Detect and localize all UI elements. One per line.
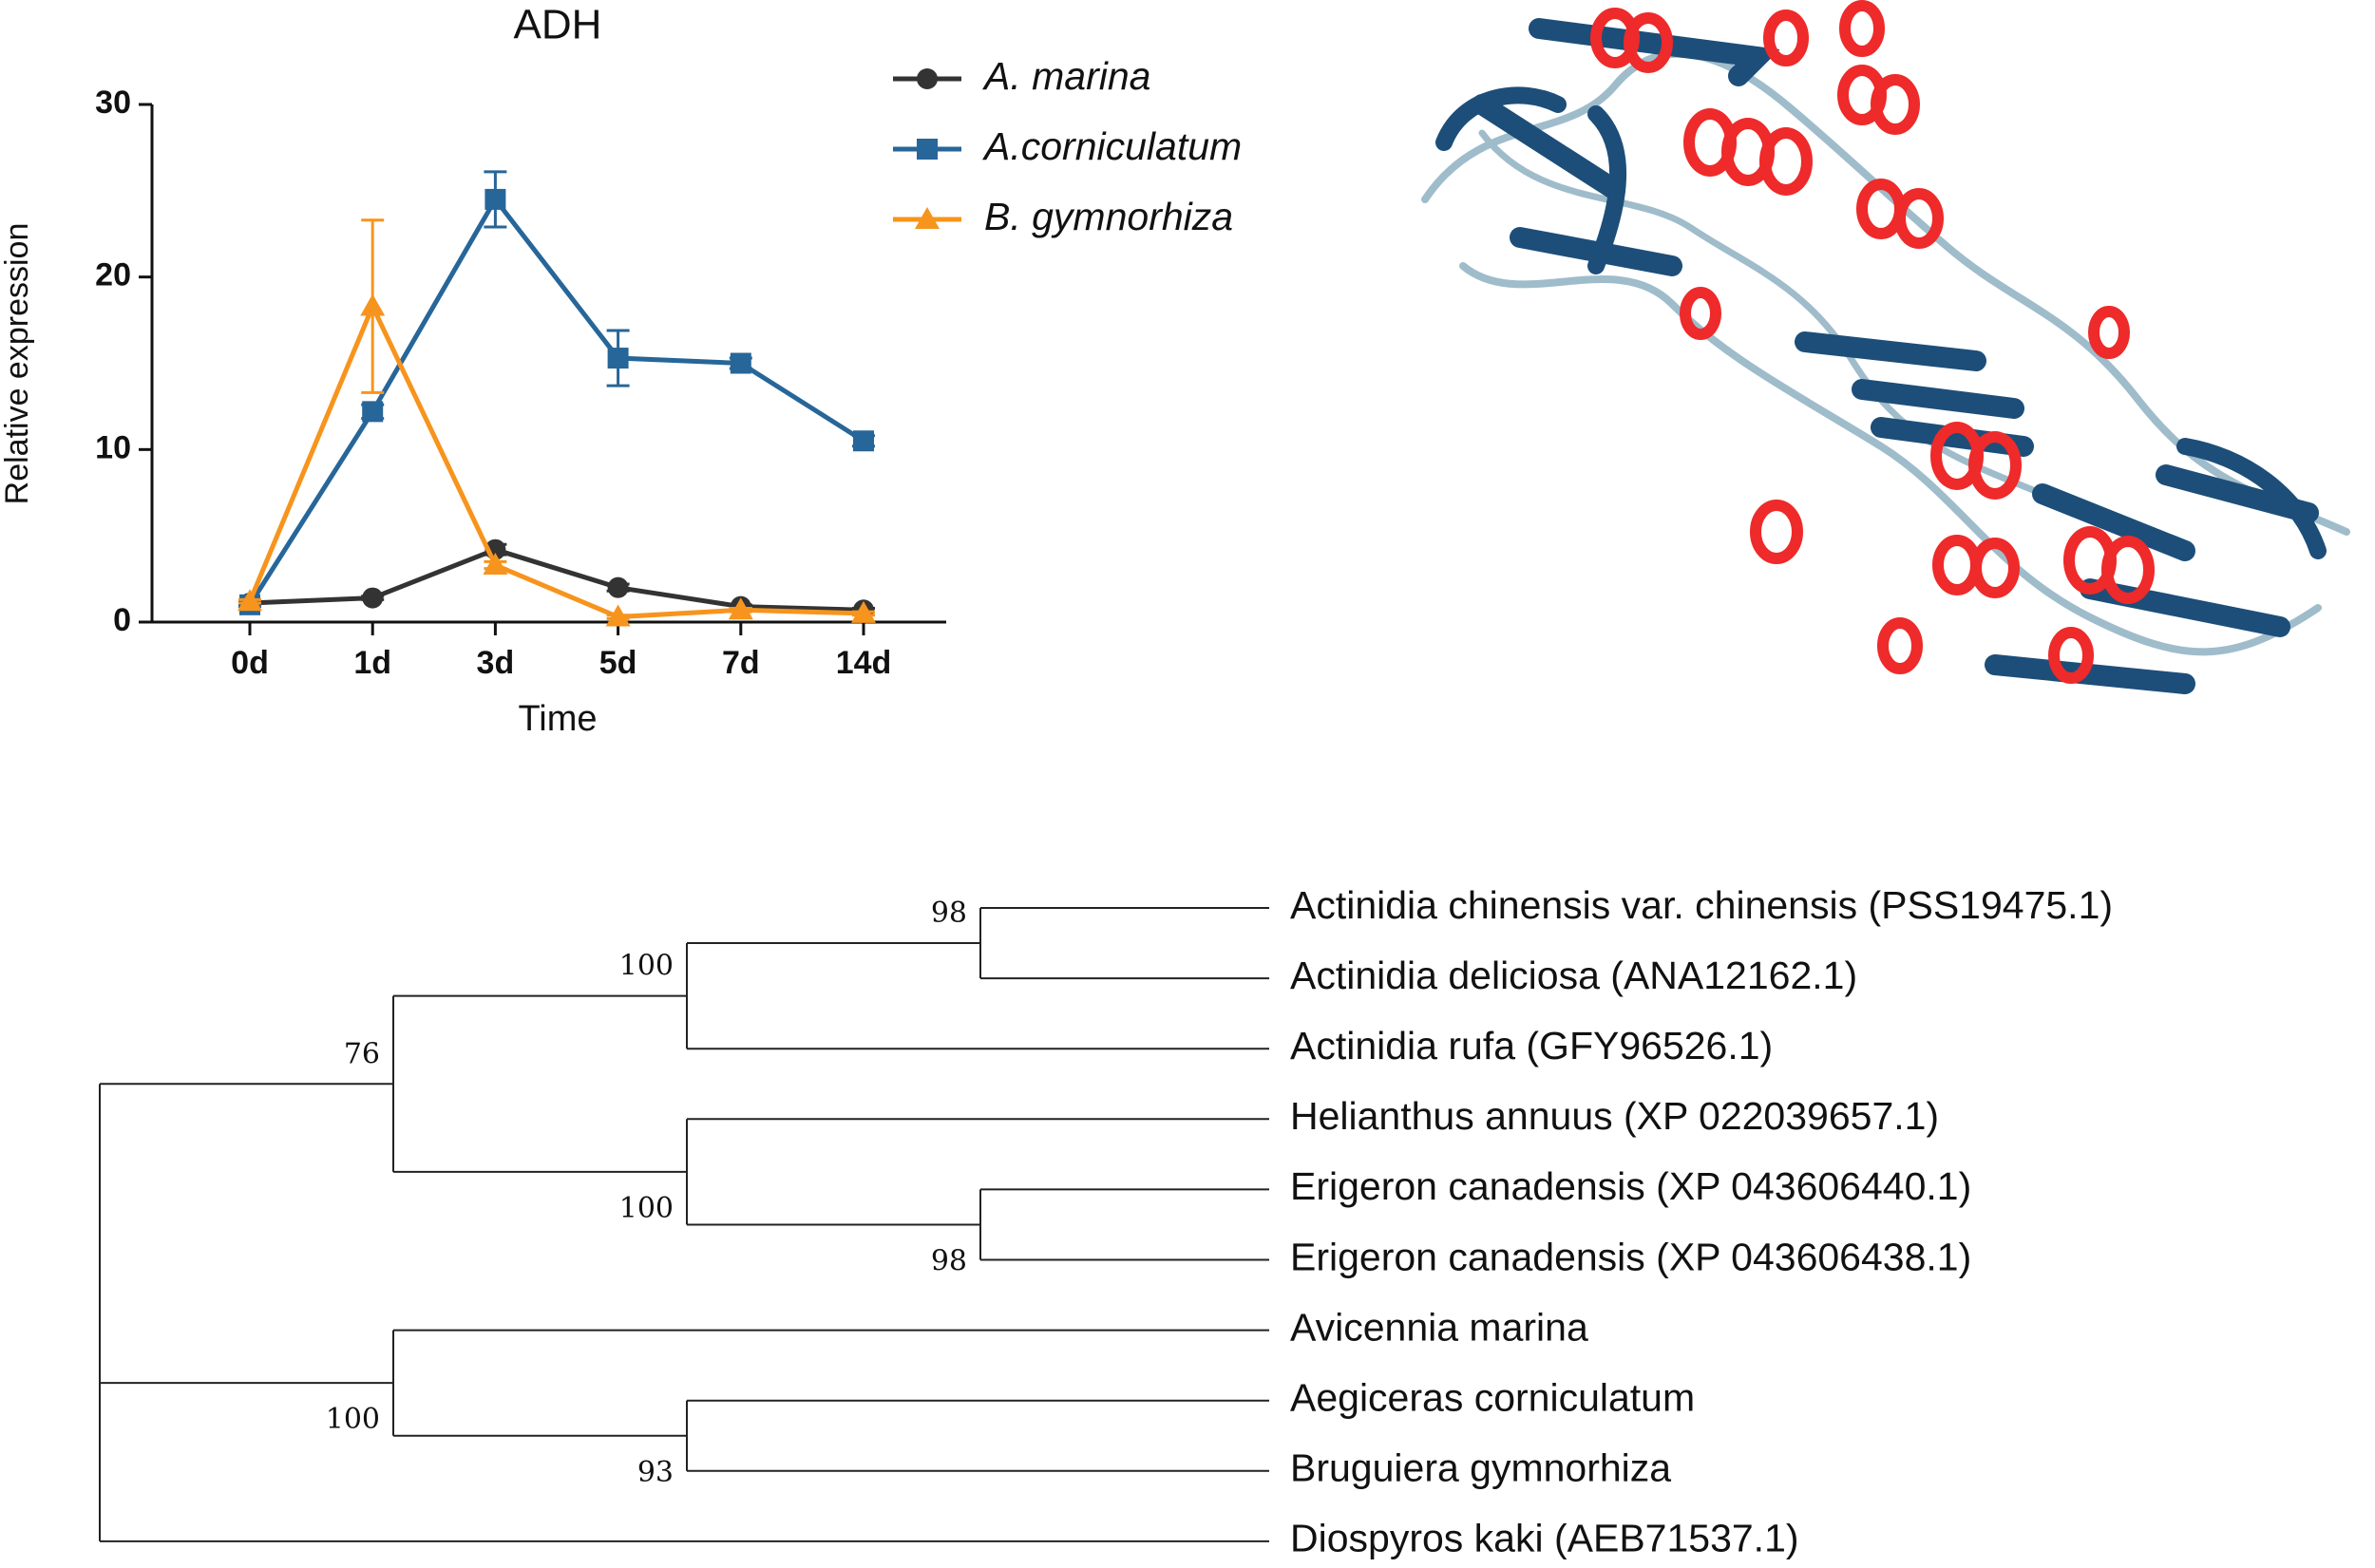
data-point — [851, 600, 876, 623]
bootstrap-label: 98 — [931, 897, 967, 930]
legend-marker — [917, 139, 938, 160]
bootstrap-label: 100 — [619, 1192, 674, 1225]
data-point — [238, 589, 262, 612]
data-point — [730, 352, 751, 374]
data-point — [607, 576, 629, 598]
data-point — [853, 430, 874, 452]
legend-marker — [917, 68, 938, 89]
bootstrap-label: 98 — [931, 1244, 967, 1277]
bootstrap-label: 93 — [637, 1456, 674, 1489]
legend-label: A.corniculatum — [981, 124, 1242, 168]
data-point — [362, 401, 384, 423]
y-tick-label: 0 — [113, 602, 131, 638]
protein-structure — [1421, 0, 2350, 694]
x-tick-label: 14d — [836, 645, 892, 681]
series-line — [247, 195, 865, 607]
legend-label: A. marina — [981, 54, 1150, 98]
leaf-label: Erigeron canadensis (XP 043606438.1) — [1290, 1235, 1971, 1278]
y-tick-label: 20 — [95, 257, 131, 293]
data-point — [483, 553, 508, 576]
data-point — [607, 348, 629, 369]
series-line — [247, 300, 864, 620]
leaf-label: Avicennia marina — [1290, 1305, 1588, 1349]
x-tick-label: 3d — [477, 645, 515, 681]
leaf-label: Erigeron canadensis (XP 043606440.1) — [1290, 1164, 1971, 1208]
x-tick-label: 5d — [599, 645, 637, 681]
legend-label: B. gymnorhiza — [984, 195, 1233, 238]
y-tick-label: 30 — [95, 85, 131, 121]
legend-marker — [915, 207, 940, 229]
leaf-label: Actinidia chinensis var. chinensis (PSS1… — [1290, 883, 2113, 927]
data-point — [362, 587, 384, 609]
data-point — [728, 597, 753, 620]
leaf-label: Aegiceras corniculatum — [1290, 1376, 1695, 1420]
leaf-label: Actinidia rufa (GFY96526.1) — [1290, 1024, 1773, 1067]
bootstrap-label: 100 — [619, 950, 674, 983]
leaf-label: Diospyros kaki (AEB71537.1) — [1290, 1517, 1799, 1560]
y-tick-label: 10 — [95, 429, 131, 465]
bootstrap-label: 76 — [344, 1037, 380, 1070]
chart-title: ADH — [514, 2, 602, 48]
x-tick-label: 1d — [353, 645, 391, 681]
bootstrap-label: 100 — [326, 1403, 380, 1436]
x-tick-label: 7d — [722, 645, 760, 681]
data-point — [605, 604, 631, 627]
leaf-label: Bruguiera gymnorhiza — [1290, 1446, 1671, 1490]
data-point — [484, 188, 506, 210]
leaf-label: Actinidia deliciosa (ANA12162.1) — [1290, 954, 1857, 997]
series-line — [249, 547, 864, 613]
data-point — [360, 293, 386, 316]
x-axis-label: Time — [518, 699, 597, 739]
x-tick-label: 0d — [231, 645, 269, 681]
y-axis-label: Relative expression — [0, 223, 35, 505]
leaf-label: Helianthus annuus (XP 022039657.1) — [1290, 1094, 1939, 1138]
